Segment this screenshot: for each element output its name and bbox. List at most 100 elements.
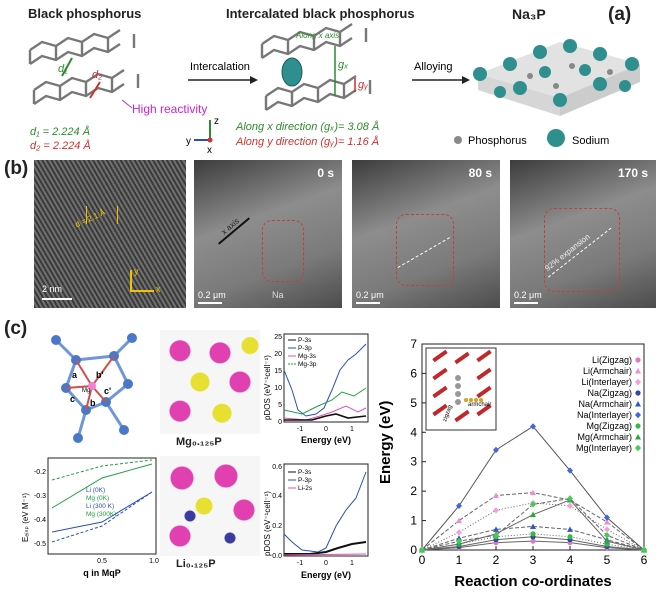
energy-legend-label: Mg(Armchair) xyxy=(577,432,632,442)
energy-data-point xyxy=(604,519,610,525)
edisp-chart: Eₑᵢₛₚ (eV M⁻¹) -0.2-0.3 -0.4-0.5 0.5 1.0 … xyxy=(21,457,159,578)
legend-phosphorus: Phosphorus xyxy=(468,135,527,147)
d1-label: d₁ xyxy=(58,63,68,75)
energy-data-point xyxy=(604,538,610,544)
svg-text:15: 15 xyxy=(274,368,282,375)
svg-text:0.2: 0.2 xyxy=(272,523,282,530)
ibp-lattice xyxy=(260,23,372,111)
svg-text:Mg (0K): Mg (0K) xyxy=(86,495,109,502)
energy-legend-label: Na(Armchair) xyxy=(578,399,632,409)
svg-text:0.5: 0.5 xyxy=(97,558,107,565)
legend-sodium: Sodium xyxy=(572,135,609,147)
na-label: Na xyxy=(272,290,284,300)
pdos-bottom-p3s-curve xyxy=(284,541,367,555)
struct-label-mg: Mg xyxy=(82,388,90,394)
svg-text:0: 0 xyxy=(324,560,328,567)
energy-data-point xyxy=(530,531,536,537)
svg-text:0.4: 0.4 xyxy=(272,493,282,500)
panel-label-b: (b) xyxy=(4,158,29,179)
pdos-bottom-legend: P-3s P-3p Li-2s xyxy=(288,469,313,492)
energy-legend-marker xyxy=(635,434,641,440)
energy-ytick-label: 2 xyxy=(410,484,417,498)
intercalation-label: Intercalation xyxy=(190,61,250,73)
svg-text:y: y xyxy=(186,136,191,147)
energy-data-point xyxy=(567,495,573,502)
pdos-top-yticks: 0 5 10 15 20 25 xyxy=(274,334,282,426)
mg-structure-model: a b' c b c' Mg xyxy=(51,333,137,443)
na-atom-intercalated xyxy=(281,57,303,87)
pdos-bottom-li2s-curve xyxy=(283,553,367,556)
energy-legend-marker xyxy=(635,401,641,407)
edisp-mg-300k-line xyxy=(51,463,153,509)
pdos-top-xlabel: Energy (eV) xyxy=(301,435,351,445)
energy-ytick-label: 4 xyxy=(410,425,417,439)
energy-reaction-chart: Energy (eV) Reaction co-ordinates 0 1 2 3 4 5… xyxy=(378,337,648,590)
alloying-label: Alloying xyxy=(414,61,453,73)
pdos-bottom-ylabel: pDOS (eV⁻¹cell⁻¹) xyxy=(263,491,272,556)
svg-text:-0.4: -0.4 xyxy=(34,517,46,524)
pdos-bottom-chart: pDOS (eV⁻¹cell⁻¹) 0.0 0.2 0.4 0.6 -1 0 1 En… xyxy=(263,463,369,580)
d2-value: d₂ = 2.224 Å xyxy=(30,139,91,152)
energy-ytick-label: 3 xyxy=(410,455,417,469)
energy-data-point xyxy=(493,526,499,532)
svg-text:x: x xyxy=(207,145,212,156)
bp-lattice xyxy=(28,29,140,105)
d2-label: d₂ xyxy=(92,69,103,81)
inset-zigzag-label: zigzag xyxy=(442,404,454,422)
pdos-bottom-yticks: 0.0 0.2 0.4 0.6 xyxy=(272,464,282,560)
svg-text:25: 25 xyxy=(274,334,282,341)
frame-scale: 0.2 μm xyxy=(198,290,226,300)
hrtem-scalebar xyxy=(42,298,72,300)
tem-frame-80: 80 s 0.2 μm xyxy=(352,160,500,308)
hrtem-axis-y-line xyxy=(130,270,132,292)
li-charge-density-map xyxy=(160,456,260,556)
frame-time: 170 s xyxy=(617,166,648,180)
svg-text:Li-2s: Li-2s xyxy=(298,485,313,492)
inset-armchair-label: armchair xyxy=(468,402,491,408)
energy-xtick-label: 0 xyxy=(419,553,426,567)
hrtem-image: d = 2.1 Å y x 2 nm xyxy=(34,160,186,308)
edisp-mg-0k-line xyxy=(51,459,153,481)
mg-compound-label: Mg₀.₁₂₅P xyxy=(176,436,222,448)
energy-xticks: 0 1 2 3 4 5 6 xyxy=(419,546,648,567)
svg-text:-0.5: -0.5 xyxy=(34,541,46,548)
tem-frame-170: 170 s 92% expansion 0.2 μm xyxy=(510,160,656,308)
d1-arrow xyxy=(61,57,73,77)
energy-series xyxy=(419,423,647,554)
svg-text:1.0: 1.0 xyxy=(149,558,159,565)
energy-data-point xyxy=(567,502,573,510)
axis-triad: z y x xyxy=(186,116,219,156)
energy-data-point xyxy=(567,534,573,540)
gx-label: gₓ xyxy=(338,59,348,71)
energy-data-point xyxy=(493,492,499,499)
pdos-bottom-p3p-curve xyxy=(283,471,367,553)
lattice-marker xyxy=(86,206,118,224)
panel-a-illustration: d₁ d₂ High reactivity d₁ = 2.224 Å d₂ = … xyxy=(28,23,640,156)
flake-outline xyxy=(544,208,620,292)
flake-outline xyxy=(262,220,304,282)
hrtem-scale: 2 nm xyxy=(42,284,63,294)
svg-text:z: z xyxy=(214,116,219,127)
phosphorus-legend-icon xyxy=(454,136,462,144)
energy-ytick-label: 6 xyxy=(410,366,417,380)
edisp-xlabel: q in MqP xyxy=(83,568,121,578)
energy-data-point xyxy=(456,529,462,536)
svg-text:Li (300 K): Li (300 K) xyxy=(86,503,114,510)
svg-text:P-3p: P-3p xyxy=(298,477,312,484)
along-y-value: Along y direction (gᵧ)= 1.16 Å xyxy=(235,135,379,148)
pdos-bottom-xticks: -1 0 1 xyxy=(297,560,354,567)
svg-text:0: 0 xyxy=(324,426,328,433)
tem-frame-0: 0 s x axis Na 0.2 μm xyxy=(194,160,342,308)
pdos-top-xticks: -1 0 1 xyxy=(297,426,354,433)
svg-text:0: 0 xyxy=(278,419,282,426)
pdos-top-legend: P-3s P-3p Mg-3s Mg-3p xyxy=(288,337,317,368)
energy-legend: Li(Zigzag)Li(Armchair)Li(Interlayer)Na(Z… xyxy=(576,355,641,453)
frame-time: 0 s xyxy=(317,166,334,180)
gy-label: gᵧ xyxy=(358,79,368,91)
na3p-crystal xyxy=(473,39,640,116)
reactivity-pointer xyxy=(121,99,133,109)
pdos-top-p3p-curve xyxy=(283,343,367,417)
struct-label-c: c xyxy=(70,394,75,404)
energy-xtick-label: 6 xyxy=(641,553,648,567)
energy-data-point xyxy=(530,511,536,518)
